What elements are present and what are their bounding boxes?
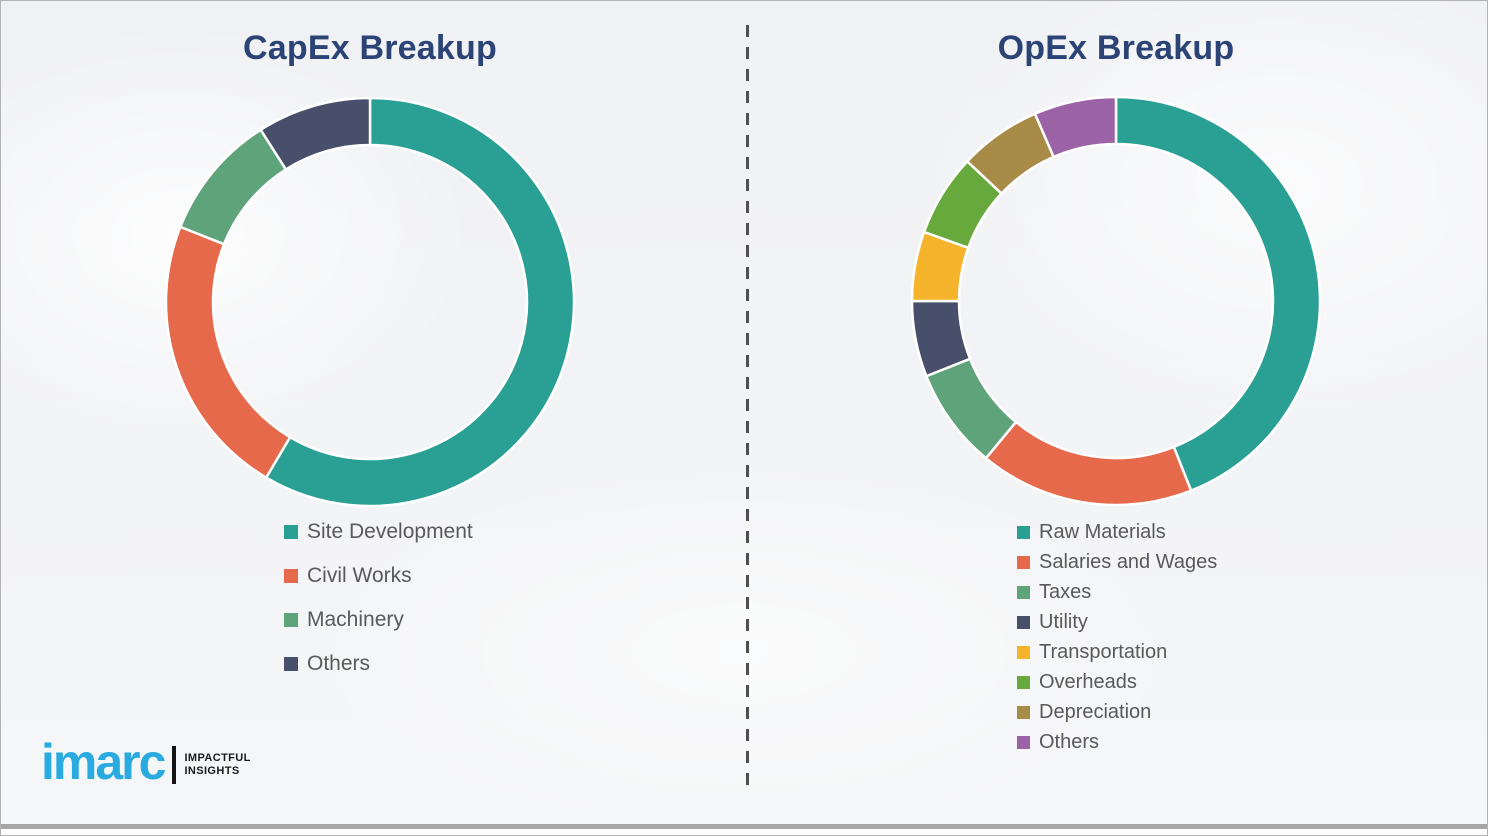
legend-swatch	[1017, 615, 1030, 629]
legend-label: Raw Materials	[1039, 520, 1166, 543]
legend-swatch	[1017, 735, 1030, 749]
capex-donut-chart	[164, 96, 576, 508]
legend-label: Salaries and Wages	[1039, 550, 1218, 573]
legend-label: Utility	[1039, 610, 1088, 633]
legend-label: Taxes	[1039, 580, 1092, 603]
opex-title: OpEx Breakup	[997, 29, 1235, 67]
legend-item: Civil Works	[284, 554, 473, 598]
legend-item: Machinery	[284, 598, 473, 642]
donut-segment-site-development	[264, 96, 576, 508]
legend-swatch	[284, 613, 298, 627]
legend-label: Overheads	[1039, 670, 1137, 693]
legend-label: Transportation	[1039, 640, 1168, 663]
donut-segment-machinery	[179, 128, 288, 246]
legend-swatch	[1017, 525, 1030, 539]
legend-item: Utility	[1017, 607, 1217, 637]
donut-segment-others	[259, 96, 372, 171]
legend-label: Depreciation	[1039, 700, 1152, 723]
legend-swatch	[1017, 585, 1030, 599]
legend-swatch	[1017, 645, 1030, 659]
legend-item: Transportation	[1017, 637, 1217, 667]
donut-segment-civil-works	[164, 225, 292, 479]
logo-tagline: IMPACTFUL INSIGHTS	[184, 752, 250, 778]
donut-segment-others	[1033, 95, 1118, 159]
legend-item: Others	[284, 642, 473, 686]
bottom-white-strip	[1, 829, 1487, 835]
logo-tagline-line2: INSIGHTS	[184, 765, 240, 777]
capex-title: CapEx Breakup	[243, 29, 497, 67]
legend-label: Others	[1039, 730, 1100, 753]
legend-label: Others	[307, 652, 371, 675]
legend-swatch	[284, 569, 298, 583]
logo-tagline-line1: IMPACTFUL	[184, 752, 251, 764]
legend-item: Raw Materials	[1017, 517, 1217, 547]
donut-segment-raw-materials	[1114, 95, 1322, 492]
imarc-logo: imarc IMPACTFUL INSIGHTS	[41, 737, 251, 787]
legend-swatch	[1017, 555, 1030, 569]
legend-label: Civil Works	[307, 564, 412, 587]
imarc-wordmark: imarc	[41, 734, 166, 790]
logo-separator-bar	[172, 746, 177, 784]
opex-donut-chart	[910, 95, 1322, 507]
center-dashed-divider	[746, 25, 749, 791]
legend-item: Others	[1017, 727, 1217, 757]
legend-swatch	[284, 657, 298, 671]
legend-swatch	[1017, 705, 1030, 719]
bottom-border-bar	[1, 824, 1487, 829]
legend-swatch	[284, 525, 298, 539]
legend-label: Machinery	[307, 608, 404, 631]
legend-item: Depreciation	[1017, 697, 1217, 727]
legend-item: Site Development	[284, 510, 473, 554]
donut-segment-salaries-and-wages	[984, 420, 1193, 507]
legend-item: Taxes	[1017, 577, 1217, 607]
legend-item: Salaries and Wages	[1017, 547, 1217, 577]
capex-legend: Site Development Civil Works Machinery Othe…	[284, 510, 473, 686]
legend-swatch	[1017, 675, 1030, 689]
opex-legend: Raw Materials Salaries and Wages Taxes Util…	[1017, 517, 1217, 757]
legend-label: Site Development	[307, 520, 473, 543]
legend-item: Overheads	[1017, 667, 1217, 697]
